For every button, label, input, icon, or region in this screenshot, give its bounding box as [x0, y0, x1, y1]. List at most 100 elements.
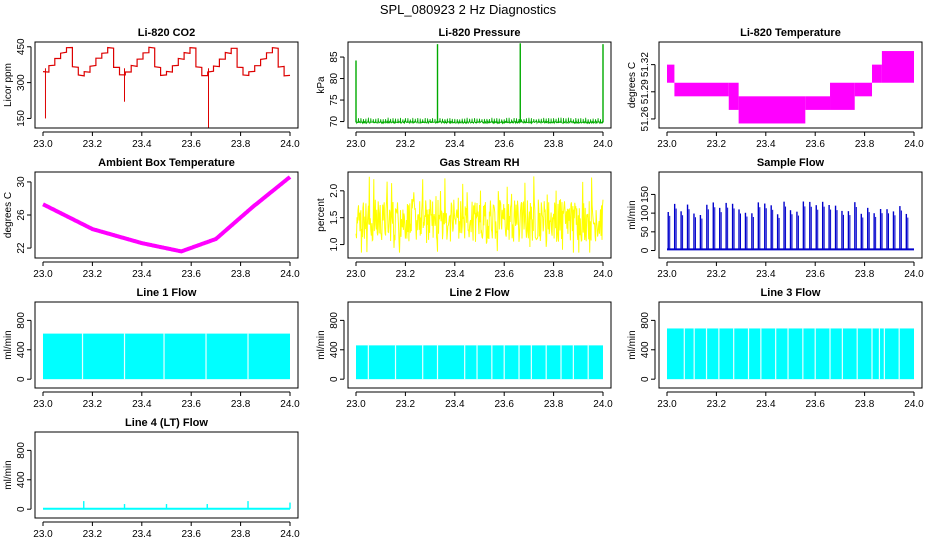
panel-p3: Li-820 Temperature 23.0 23.2 23.4 23.6 23.8 24…: [627, 27, 924, 150]
data-layer: [355, 43, 604, 125]
x-axis: 23.0 23.2 23.4 23.6 23.8 24.0: [657, 131, 924, 150]
y-tick-label: 50: [640, 226, 651, 238]
y-tick-label: 800: [16, 442, 27, 459]
x-tick-label: 23.4: [132, 399, 152, 410]
x-tick-label: 23.8: [544, 399, 564, 410]
data-layer: [667, 327, 914, 380]
x-axis: 23.0 23.2 23.4 23.6 23.8 24.0: [346, 261, 613, 280]
y-axis-label: ml/min: [627, 200, 638, 229]
temp-band: [872, 64, 882, 83]
plot-frame: [347, 41, 612, 129]
x-tick-label: 23.0: [33, 399, 53, 410]
x-tick-label: 23.4: [132, 269, 152, 280]
x-axis: 23.0 23.2 23.4 23.6 23.8 24.0: [657, 261, 924, 280]
co2-series: [42, 46, 291, 77]
x-tick-label: 24.0: [904, 399, 924, 410]
y-tick-label: 400: [16, 341, 27, 358]
y-tick-label: 70: [329, 116, 340, 128]
x-tick-label: 23.4: [756, 269, 776, 280]
y-axis-label: kPa: [316, 76, 327, 94]
x-tick-label: 23.6: [181, 139, 201, 150]
data-layer: [42, 46, 291, 128]
x-tick-label: 23.4: [445, 139, 465, 150]
x-tick-label: 23.8: [231, 139, 251, 150]
temp-band: [738, 96, 806, 124]
x-tick-label: 23.8: [231, 269, 251, 280]
y-axis-label: ml/min: [627, 330, 638, 359]
x-tick-label: 24.0: [280, 399, 300, 410]
x-tick-label: 24.0: [280, 139, 300, 150]
data-layer: [43, 332, 290, 380]
x-tick-label: 23.6: [181, 399, 201, 410]
y-axis: 0 400 800: [329, 312, 345, 382]
x-tick-label: 23.0: [33, 529, 53, 540]
x-axis: 23.0 23.2 23.4 23.6 23.8 24.0: [346, 131, 613, 150]
y-tick-label: 85: [329, 51, 340, 63]
temp-band: [674, 82, 729, 97]
y-tick-label: 400: [329, 341, 340, 358]
y-tick-label: 800: [16, 312, 27, 329]
plot-frame: [347, 301, 612, 389]
y-axis: 51.26 51.29 51.32: [640, 52, 656, 131]
y-tick-label: 400: [640, 341, 651, 358]
y-axis: 150 300 450: [16, 38, 32, 127]
x-axis: 23.0 23.2 23.4 23.6 23.8 24.0: [33, 521, 300, 540]
x-tick-label: 23.2: [396, 399, 416, 410]
panel-p6: Sample Flow 23.0 23.2 23.4 23.6 23.8 24.0 0 50 10…: [627, 157, 924, 280]
y-tick-label: 80: [329, 73, 340, 85]
x-tick-label: 23.2: [83, 529, 103, 540]
x-axis: 23.0 23.2 23.4 23.6 23.8 24.0: [346, 391, 613, 410]
x-tick-label: 23.8: [544, 139, 564, 150]
y-axis: 70 75 80 85: [329, 51, 345, 128]
panel-title: Li-820 Temperature: [740, 27, 841, 39]
panel-p1: Li-820 CO2 23.0 23.2 23.4 23.6 23.8 24.0 150 300…: [3, 27, 300, 150]
figure-title: SPL_080923 2 Hz Diagnostics: [380, 2, 557, 17]
y-axis: 1.0 1.5 2.0: [329, 183, 345, 252]
y-tick-label: 30: [16, 176, 27, 188]
x-tick-label: 23.6: [494, 399, 514, 410]
y-axis-label: degrees C: [3, 192, 14, 238]
x-tick-label: 23.8: [231, 399, 251, 410]
ambient-temp-series: [42, 175, 292, 254]
x-tick-label: 24.0: [593, 399, 613, 410]
data-layer: [667, 51, 914, 124]
x-tick-label: 23.0: [33, 269, 53, 280]
plot-frame: [347, 171, 612, 259]
flow-area: [43, 333, 290, 380]
x-tick-label: 23.8: [855, 139, 875, 150]
panel-p8: Line 2 Flow 23.0 23.2 23.4 23.6 23.8 24.0 0 400 8…: [316, 287, 613, 410]
panel-title: Line 1 Flow: [137, 287, 197, 299]
y-axis-label: ml/min: [3, 460, 14, 489]
x-tick-label: 23.8: [855, 399, 875, 410]
x-tick-label: 23.4: [445, 399, 465, 410]
x-tick-label: 23.4: [132, 139, 152, 150]
y-tick-label: 150: [640, 186, 651, 203]
x-tick-label: 23.6: [494, 269, 514, 280]
x-tick-label: 23.6: [805, 139, 825, 150]
x-tick-label: 23.4: [756, 139, 776, 150]
temp-band: [854, 82, 873, 97]
x-tick-label: 23.8: [231, 529, 251, 540]
y-tick-label: 1.5: [329, 210, 340, 224]
panel-title: Line 4 (LT) Flow: [125, 417, 208, 429]
x-axis: 23.0 23.2 23.4 23.6 23.8 24.0: [33, 261, 300, 280]
y-axis-label: Licor ppm: [3, 63, 14, 107]
x-tick-label: 23.6: [181, 269, 201, 280]
plot-frame: [34, 431, 299, 519]
y-tick-label: 800: [329, 312, 340, 329]
panel-title: Ambient Box Temperature: [98, 157, 235, 169]
panel-p7: Line 1 Flow 23.0 23.2 23.4 23.6 23.8 24.0 0 400 8…: [3, 287, 300, 410]
y-tick-label: 0: [640, 247, 651, 253]
data-layer: [667, 201, 914, 251]
panel-p2: Li-820 Pressure 23.0 23.2 23.4 23.6 23.8 24.0 7…: [316, 27, 613, 150]
x-tick-label: 24.0: [280, 529, 300, 540]
y-tick-label: 51.32: [640, 52, 651, 77]
x-tick-label: 23.2: [83, 269, 103, 280]
x-axis: 23.0 23.2 23.4 23.6 23.8 24.0: [33, 131, 300, 150]
data-layer: [355, 176, 604, 253]
y-tick-label: 300: [16, 74, 27, 91]
plot-frame: [34, 301, 299, 389]
y-tick-label: 100: [640, 204, 651, 221]
data-layer: [356, 344, 603, 380]
